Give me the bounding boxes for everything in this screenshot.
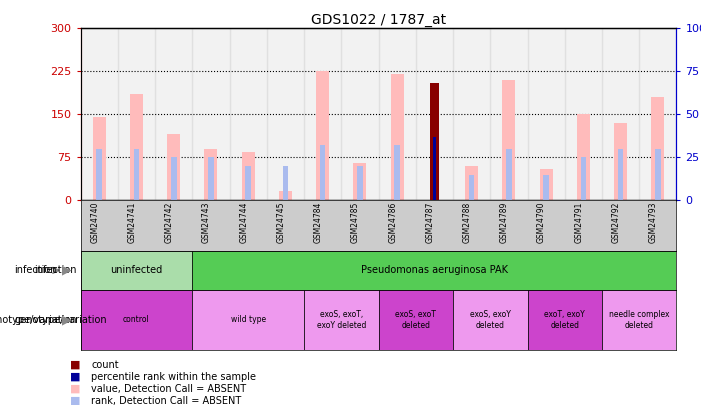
Bar <box>490 28 528 200</box>
Text: GSM24793: GSM24793 <box>649 202 658 243</box>
Bar <box>320 145 325 200</box>
Bar <box>192 290 304 350</box>
Bar <box>81 290 192 350</box>
Bar <box>208 158 214 200</box>
Bar <box>267 28 304 200</box>
Bar <box>639 28 676 200</box>
Text: needle complex
deleted: needle complex deleted <box>609 310 669 330</box>
Bar <box>379 290 453 350</box>
Bar <box>171 158 177 200</box>
Bar <box>205 149 217 200</box>
Text: infection: infection <box>14 265 57 275</box>
Text: GSM24792: GSM24792 <box>611 202 620 243</box>
Bar <box>565 28 602 200</box>
Bar <box>540 169 552 200</box>
Text: value, Detection Call = ABSENT: value, Detection Call = ABSENT <box>91 384 246 394</box>
Bar <box>503 80 515 200</box>
Bar <box>353 163 367 200</box>
Text: count: count <box>91 360 118 369</box>
Bar <box>506 149 512 200</box>
Bar <box>580 158 586 200</box>
Text: control: control <box>123 315 150 324</box>
Bar <box>279 191 292 200</box>
Text: GSM24785: GSM24785 <box>351 202 360 243</box>
Bar <box>433 137 436 200</box>
Text: GSM24744: GSM24744 <box>239 202 248 243</box>
Bar <box>528 28 565 200</box>
Bar <box>416 28 453 200</box>
Bar <box>379 28 416 200</box>
Bar <box>543 175 549 200</box>
Bar <box>577 114 590 200</box>
Bar <box>602 28 639 200</box>
Bar <box>81 251 192 290</box>
Bar <box>192 251 676 290</box>
Text: exoS, exoY
deleted: exoS, exoY deleted <box>470 310 511 330</box>
Text: ▶: ▶ <box>62 264 72 277</box>
Bar <box>618 149 623 200</box>
Bar <box>390 74 404 200</box>
Text: rank, Detection Call = ABSENT: rank, Detection Call = ABSENT <box>91 396 241 405</box>
Text: ■: ■ <box>70 372 81 382</box>
Text: infection: infection <box>34 265 77 275</box>
Text: ■: ■ <box>70 360 81 369</box>
Bar <box>230 28 267 200</box>
Bar <box>651 97 665 200</box>
Text: genotype/variation: genotype/variation <box>0 315 77 325</box>
Text: ■: ■ <box>70 396 81 405</box>
Text: ▶: ▶ <box>62 313 72 326</box>
Bar <box>602 290 676 350</box>
Bar <box>93 117 106 200</box>
Bar <box>655 149 660 200</box>
Text: percentile rank within the sample: percentile rank within the sample <box>91 372 256 382</box>
Text: GSM24790: GSM24790 <box>537 202 546 243</box>
Bar <box>192 28 230 200</box>
Bar <box>245 166 251 200</box>
Bar <box>316 71 329 200</box>
Text: exoT, exoY
deleted: exoT, exoY deleted <box>545 310 585 330</box>
Bar <box>304 28 341 200</box>
Bar <box>168 134 180 200</box>
Bar <box>528 290 602 350</box>
Text: Pseudomonas aeruginosa PAK: Pseudomonas aeruginosa PAK <box>361 265 508 275</box>
Bar <box>118 28 155 200</box>
Text: wild type: wild type <box>231 315 266 324</box>
Bar <box>453 290 528 350</box>
Text: GSM24787: GSM24787 <box>426 202 435 243</box>
Bar <box>614 123 627 200</box>
Bar <box>341 28 379 200</box>
Text: exoS, exoT
deleted: exoS, exoT deleted <box>395 310 436 330</box>
Text: GSM24740: GSM24740 <box>90 202 100 243</box>
Bar <box>81 28 118 200</box>
Text: GSM24741: GSM24741 <box>128 202 137 243</box>
Text: GSM24784: GSM24784 <box>313 202 322 243</box>
Text: uninfected: uninfected <box>110 265 163 275</box>
Text: exoS, exoT,
exoY deleted: exoS, exoT, exoY deleted <box>317 310 366 330</box>
Bar <box>97 149 102 200</box>
Text: ■: ■ <box>70 384 81 394</box>
Text: genotype/variation: genotype/variation <box>14 315 107 325</box>
Bar <box>430 83 439 200</box>
Text: GSM24742: GSM24742 <box>165 202 174 243</box>
Text: GSM24743: GSM24743 <box>202 202 211 243</box>
Bar <box>155 28 192 200</box>
Text: GSM24788: GSM24788 <box>463 202 472 243</box>
Bar <box>304 290 379 350</box>
Text: GSM24789: GSM24789 <box>500 202 509 243</box>
Bar <box>465 166 478 200</box>
Bar <box>453 28 490 200</box>
Bar <box>283 166 288 200</box>
Bar <box>469 175 475 200</box>
Bar <box>242 152 254 200</box>
Bar <box>134 149 139 200</box>
Bar <box>395 145 400 200</box>
Text: GSM24791: GSM24791 <box>574 202 583 243</box>
Title: GDS1022 / 1787_at: GDS1022 / 1787_at <box>311 13 446 27</box>
Bar <box>357 166 362 200</box>
Text: GSM24745: GSM24745 <box>276 202 285 243</box>
Text: GSM24786: GSM24786 <box>388 202 397 243</box>
Bar <box>130 94 143 200</box>
